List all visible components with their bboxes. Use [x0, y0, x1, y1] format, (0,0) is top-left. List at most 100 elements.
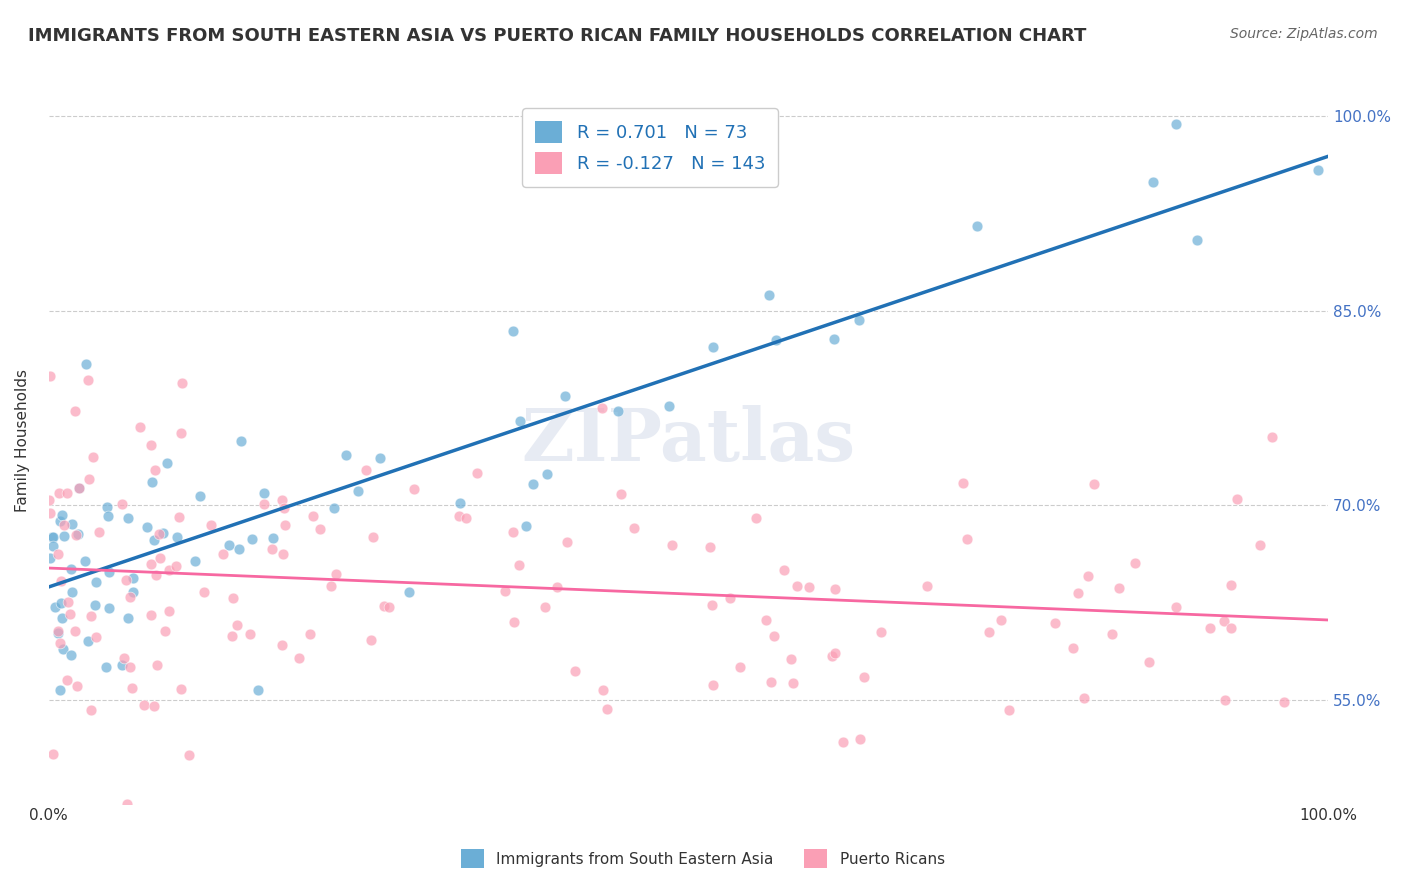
Point [122, 571, 145, 585]
Point [77, 373, 100, 387]
Point [554, 389, 576, 403]
Point [149, 550, 172, 565]
Point [67, 481, 90, 495]
Point [799, 580, 821, 594]
Point [853, 670, 876, 684]
Point [87, 525, 110, 540]
Point [145, 567, 167, 582]
Point [222, 591, 245, 606]
Point [66, 526, 89, 541]
Point [786, 579, 808, 593]
Point [252, 497, 274, 511]
Point [761, 674, 783, 689]
Point [1108, 581, 1130, 595]
Point [1219, 621, 1241, 635]
Point [546, 580, 568, 594]
Point [378, 600, 401, 615]
Point [555, 535, 578, 549]
Point [63, 624, 86, 638]
Point [848, 312, 870, 326]
Point [1213, 693, 1236, 707]
Point [96, 500, 118, 514]
Point [1212, 614, 1234, 628]
Point [997, 703, 1019, 717]
Point [288, 651, 311, 665]
Point [48, 514, 70, 528]
Point [58, 594, 80, 608]
Point [167, 509, 190, 524]
Point [1043, 615, 1066, 630]
Point [239, 627, 262, 641]
Point [141, 437, 163, 451]
Point [623, 521, 645, 535]
Point [76, 634, 98, 648]
Point [42, 747, 65, 762]
Point [509, 414, 531, 428]
Point [262, 531, 284, 545]
Point [67, 482, 90, 496]
Point [98, 601, 121, 615]
Point [221, 629, 243, 643]
Point [112, 651, 135, 665]
Point [240, 532, 263, 546]
Point [42, 539, 65, 553]
Point [449, 509, 471, 524]
Point [270, 638, 292, 652]
Point [143, 533, 166, 547]
Point [115, 573, 138, 587]
Point [1083, 477, 1105, 491]
Point [49, 596, 72, 610]
Point [166, 529, 188, 543]
Point [335, 449, 357, 463]
Point [966, 219, 988, 233]
Point [111, 497, 134, 511]
Point [253, 486, 276, 500]
Point [82, 450, 104, 465]
Point [1164, 599, 1187, 614]
Point [782, 675, 804, 690]
Point [325, 567, 347, 582]
Point [763, 629, 786, 643]
Point [467, 467, 489, 481]
Point [354, 463, 377, 477]
Point [1137, 656, 1160, 670]
Point [745, 510, 768, 524]
Point [765, 333, 787, 347]
Point [146, 657, 169, 672]
Point [494, 584, 516, 599]
Point [117, 611, 139, 625]
Point [56, 673, 79, 687]
Point [270, 493, 292, 508]
Point [592, 401, 614, 416]
Point [65, 528, 87, 542]
Point [41, 531, 63, 545]
Point [179, 747, 201, 762]
Point [824, 582, 846, 596]
Point [96, 508, 118, 523]
Point [700, 598, 723, 612]
Point [299, 627, 322, 641]
Point [48, 486, 70, 500]
Point [449, 496, 471, 510]
Point [271, 547, 294, 561]
Point [141, 475, 163, 490]
Point [153, 624, 176, 638]
Point [111, 658, 134, 673]
Point [59, 607, 82, 622]
Point [86, 575, 108, 590]
Point [274, 518, 297, 533]
Point [39, 550, 62, 565]
Point [48, 682, 70, 697]
Point [773, 563, 796, 577]
Point [956, 532, 979, 546]
Point [80, 703, 103, 717]
Point [157, 604, 180, 618]
Point [522, 477, 544, 491]
Point [117, 797, 139, 811]
Point [373, 599, 395, 613]
Point [52, 518, 75, 533]
Point [606, 404, 628, 418]
Point [73, 554, 96, 568]
Point [184, 554, 207, 568]
Point [38, 368, 60, 383]
